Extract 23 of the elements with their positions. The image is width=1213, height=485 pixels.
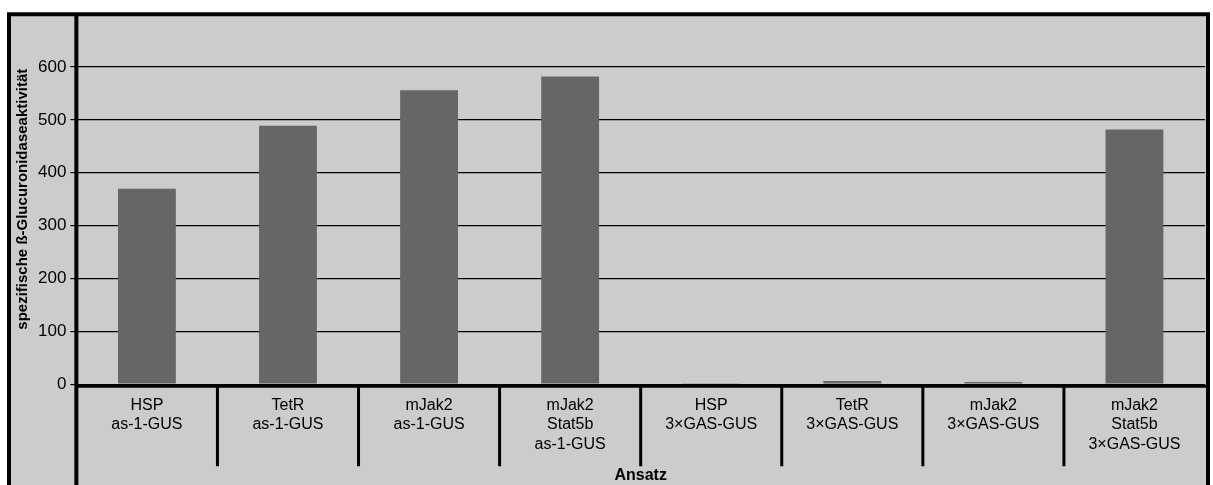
x-tick-label: TetR as-1-GUS bbox=[252, 396, 324, 433]
bar bbox=[400, 90, 458, 384]
y-tick-label: 300 bbox=[37, 215, 67, 235]
y-tick-label: 600 bbox=[37, 56, 67, 76]
y-axis-title: spezifische ß-Glucuronidaseaktivität bbox=[13, 68, 31, 330]
bar bbox=[1105, 129, 1164, 384]
bar bbox=[117, 188, 176, 384]
x-tick-label: mJak2 as-1-GUS bbox=[393, 396, 465, 433]
y-tick-label: 400 bbox=[37, 162, 67, 182]
bar bbox=[259, 125, 317, 384]
x-tick-label: HSP 3×GAS-GUS bbox=[665, 396, 758, 433]
x-tick-label: mJak2 Stat5b 3×GAS-GUS bbox=[1088, 396, 1181, 452]
y-tick-label: 500 bbox=[37, 109, 67, 129]
x-tick-label: mJak2 3×GAS-GUS bbox=[947, 396, 1040, 433]
y-tick-label: 0 bbox=[56, 373, 67, 393]
y-tick-label: 200 bbox=[37, 268, 67, 288]
x-tick-label: HSP as-1-GUS bbox=[111, 396, 183, 433]
bar bbox=[823, 381, 882, 384]
bar bbox=[541, 76, 600, 384]
y-tick-label: 100 bbox=[37, 321, 67, 341]
x-axis-title: Ansatz bbox=[614, 465, 667, 483]
x-tick-label: TetR 3×GAS-GUS bbox=[806, 396, 899, 433]
x-tick-label: mJak2 Stat5b as-1-GUS bbox=[534, 396, 606, 452]
